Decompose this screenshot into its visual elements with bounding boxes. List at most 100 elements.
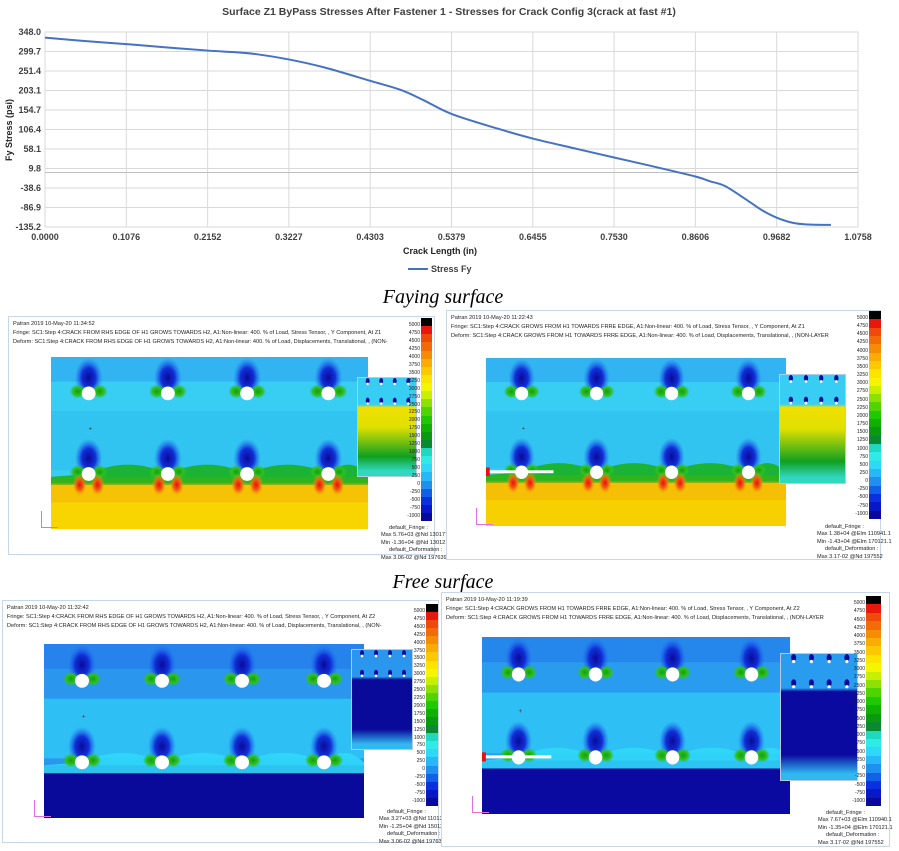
colorbar-label: 3000 <box>413 671 425 678</box>
fringe-summary: default_Fringe : Max 7.67+03 @Elm 110940.… <box>818 810 893 847</box>
fea-panel-faying-left: Patran 2019 10-May-20 11:34:52 Fringe: SC… <box>8 316 448 561</box>
colorbar-label: 3000 <box>408 385 420 392</box>
colorbar-label: 5000 <box>856 315 868 321</box>
fringe-summary-line: Max 5.76+03 @Nd 130177 <box>381 532 449 539</box>
colorbar-label: 3500 <box>856 363 868 370</box>
colorbar-label: 5000 <box>853 600 865 606</box>
y-tick-label: 154.7 <box>18 105 41 115</box>
y-tick-label: 251.4 <box>18 66 41 76</box>
colorbar-label: 1750 <box>856 421 868 428</box>
colorbar-label: 500 <box>856 748 865 755</box>
colorbar-label: 250 <box>859 469 868 476</box>
fringe-colorbar <box>426 604 438 806</box>
patran-timestamp: Patran 2019 10-May-20 11:34:52 <box>13 321 95 327</box>
colorbar-label: 2500 <box>856 396 868 403</box>
fastener-hole <box>665 750 680 765</box>
colorbar-label: 0 <box>417 481 420 488</box>
fringe-description: Fringe: SC1:Step 4:CRACK FROM RHS EDGE O… <box>13 330 382 336</box>
fringe-summary-line: Min -1.36+04 @Nd 130121 <box>381 539 449 546</box>
fastener-hole <box>588 667 603 682</box>
plot-header: Patran 2019 10-May-20 11:19:39 Fringe: SC… <box>446 597 834 622</box>
fastener-hole <box>240 386 255 401</box>
axis-triad-icon <box>41 511 58 528</box>
fringe-summary-line: default_Fringe : <box>389 525 428 531</box>
colorbar-label: 3750 <box>856 355 868 362</box>
colorbar-label: 1250 <box>408 441 420 448</box>
y-tick-label: -135.2 <box>15 222 41 232</box>
axis-triad-icon <box>34 800 51 817</box>
fringe-summary-line: Max 7.67+03 @Elm 110940.1 <box>818 817 892 824</box>
fastener-hole <box>317 755 331 770</box>
fringe-summary-line: Max 1.38+04 @Elm 110941.1 <box>817 531 891 538</box>
colorbar-label: 1500 <box>413 718 425 725</box>
x-tick-label: 0.9682 <box>763 232 791 242</box>
fringe-description: Fringe: SC1:Step 4:CRACK GROWS FROM H1 T… <box>451 324 805 330</box>
stress-contour-plot: + <box>486 358 786 526</box>
fringe-summary-line: Max 3.06-02 @Nd 197639 <box>379 838 445 845</box>
colorbar-label: 4250 <box>856 339 868 346</box>
colorbar-label: -500 <box>414 781 425 788</box>
fastener-hole <box>160 467 175 481</box>
fringe-colorbar <box>421 318 432 522</box>
colorbar-label: 4250 <box>408 345 420 352</box>
colorbar-label: 4250 <box>853 624 865 631</box>
colorbar-label: 500 <box>859 461 868 468</box>
fastener-hole <box>240 467 255 481</box>
colorbar-label: 0 <box>862 765 865 771</box>
colorbar-label: 1250 <box>856 437 868 444</box>
colorbar-label: 4750 <box>413 615 425 622</box>
colorbar-label: 1500 <box>408 433 420 440</box>
fastener-hole <box>511 667 526 682</box>
patran-timestamp: Patran 2019 10-May-20 11:19:39 <box>446 597 528 603</box>
fringe-summary-line: default_Fringe : <box>826 810 865 816</box>
colorbar-label: 3250 <box>408 377 420 384</box>
x-tick-label: 0.8606 <box>682 232 710 242</box>
colorbar-label: 750 <box>859 453 868 460</box>
deform-description: Deform: SC1:Step 4:CRACK FROM RHS EDGE O… <box>7 623 382 629</box>
colorbar-label: 2250 <box>408 409 420 416</box>
fastener-hole <box>155 673 169 688</box>
x-tick-label: 0.1076 <box>113 232 141 242</box>
colorbar-label: 1750 <box>408 425 420 432</box>
caption-faying-surface: Faying surface <box>382 286 504 308</box>
fastener-hole <box>160 386 175 401</box>
patran-timestamp: Patran 2019 10-May-20 11:32:42 <box>7 605 89 611</box>
fastener-hole <box>235 673 249 688</box>
node-marker: + <box>89 427 93 433</box>
colorbar-label: 3000 <box>856 380 868 387</box>
colorbar-label: 3750 <box>413 647 425 654</box>
colorbar-label: 750 <box>856 740 865 747</box>
stress-contour-plot: + <box>482 637 790 814</box>
patran-timestamp: Patran 2019 10-May-20 11:22:43 <box>451 315 533 321</box>
fea-panel-faying-right: Patran 2019 10-May-20 11:22:43 Fringe: SC… <box>446 310 892 560</box>
deform-description: Deform: SC1:Step 4:CRACK GROWS FROM H1 T… <box>446 615 824 621</box>
colorbar-label: 2750 <box>853 674 865 681</box>
colorbar-label: 3000 <box>853 666 865 672</box>
fringe-summary-line: default_Deformation : <box>389 547 443 554</box>
x-tick-label: 0.2152 <box>194 232 222 242</box>
colorbar-label: 1250 <box>853 723 865 730</box>
fringe-description: Fringe: SC1:Step 4:CRACK GROWS FROM H1 T… <box>446 606 800 612</box>
fastener-hole <box>741 465 756 479</box>
colorbar-label: 4000 <box>413 639 425 646</box>
y-tick-label: 106.4 <box>18 125 41 135</box>
fastener-hole <box>515 386 529 401</box>
series-line-stress-fy <box>44 36 831 226</box>
fringe-summary-line: default_Deformation : <box>825 546 879 553</box>
colorbar-label: -500 <box>854 781 865 788</box>
colorbar-label: -750 <box>409 504 420 511</box>
plot-header: Patran 2019 10-May-20 11:32:42 Fringe: SC… <box>7 605 394 630</box>
fringe-summary: default_Fringe : Max 5.76+03 @Nd 130177 Mi… <box>381 525 448 562</box>
fastener-hole <box>590 386 604 401</box>
stress-band <box>44 752 364 774</box>
stress-line-chart: 348.0 299.7 251.4 203.1 154.7 106.4 58.1 9.8 -38… <box>4 6 872 274</box>
caption-free-surface: Free surface <box>392 571 494 593</box>
fringe-summary-line: default_Fringe : <box>387 809 426 815</box>
x-tick-label: 0.4303 <box>356 232 384 242</box>
stress-band <box>51 464 368 485</box>
colorbar-label: 2500 <box>408 401 420 408</box>
stress-contour-plot: + <box>51 357 368 529</box>
colorbar-label: 2750 <box>408 393 420 400</box>
colorbar-label: -1000 <box>852 798 865 804</box>
